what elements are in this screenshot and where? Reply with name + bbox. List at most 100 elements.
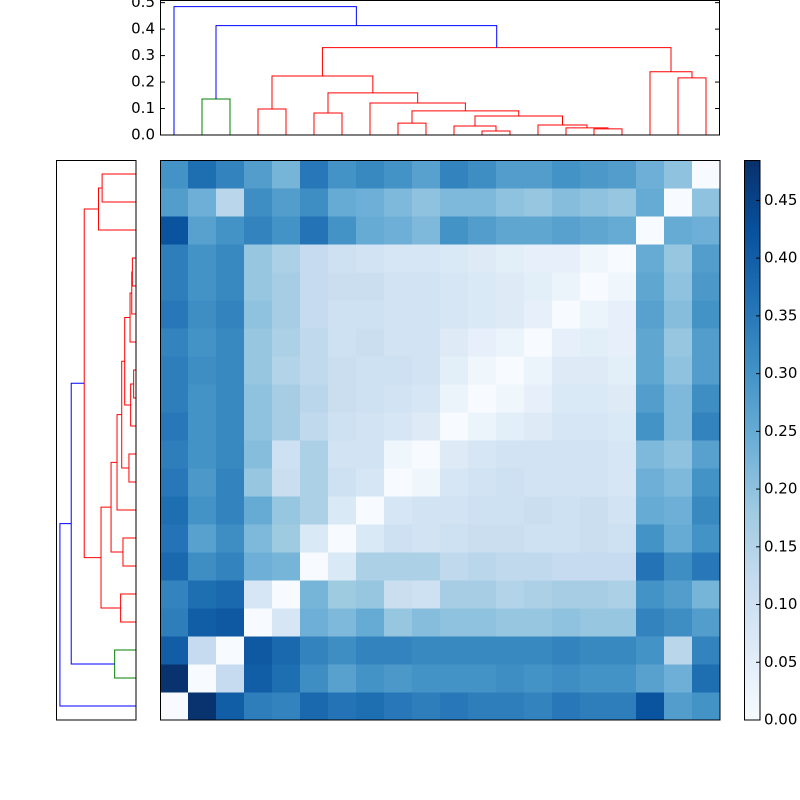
heatmap-cell [608,664,637,693]
colorbar [744,160,761,721]
heatmap-cell [188,496,217,525]
heatmap-cell [244,440,273,469]
heatmap-cell [300,272,329,301]
heatmap-cell [692,440,721,469]
heatmap-cell [664,412,693,441]
heatmap-cell [244,524,273,553]
heatmap-cell [692,608,721,637]
heatmap-cell [524,384,553,413]
heatmap-cell [188,356,217,385]
heatmap-cell [384,468,413,497]
left-dendrogram-link [114,649,136,679]
heatmap-cell [664,664,693,693]
heatmap-cell [608,356,637,385]
heatmap-cell [496,524,525,553]
y-tick-label: 0.4 [131,20,155,38]
heatmap-cell [692,692,721,721]
heatmap-cell [580,440,609,469]
heatmap-cell [244,356,273,385]
heatmap-cell [468,272,497,301]
heatmap-cell [496,468,525,497]
heatmap-cell [524,188,553,217]
heatmap-cell [524,468,553,497]
colorbar-tick-label: 0.00 [764,711,797,729]
heatmap-cell [384,384,413,413]
plot-layer [59,6,721,721]
heatmap-cell [384,412,413,441]
heatmap-cell [636,356,665,385]
heatmap-cell [384,608,413,637]
heatmap-cell [692,272,721,301]
y-tick-label: 0.5 [131,0,155,11]
heatmap-cell [300,216,329,245]
heatmap-cell [440,328,469,357]
heatmap-cell [496,580,525,609]
heatmap-cell [244,188,273,217]
heatmap-cell [300,188,329,217]
heatmap-cell [636,552,665,581]
heatmap-cell [412,496,441,525]
heatmap-cell [440,272,469,301]
heatmap-cell [552,188,581,217]
heatmap-cell [188,412,217,441]
heatmap-cell [384,664,413,693]
heatmap-cell [552,608,581,637]
heatmap-cell [300,692,329,721]
heatmap-cell [440,412,469,441]
heatmap-cell [188,440,217,469]
heatmap-cell [608,216,637,245]
heatmap-cell [496,188,525,217]
heatmap-cell [580,524,609,553]
heatmap-cell [440,608,469,637]
heatmap-cell [300,328,329,357]
heatmap-cell [692,356,721,385]
heatmap-cell [412,524,441,553]
heatmap-cell [664,468,693,497]
heatmap-cell [160,664,189,693]
top-dendrogram-link [201,98,231,135]
heatmap-cell [272,356,301,385]
heatmap-cell [216,496,245,525]
heatmap-cell [412,272,441,301]
heatmap-cell [300,300,329,329]
heatmap-cell [636,272,665,301]
heatmap-cell [384,328,413,357]
top-dendrogram-link [173,6,357,135]
colorbar-tick-label: 0.20 [764,480,797,498]
heatmap-cell [328,636,357,665]
heatmap-cell [636,328,665,357]
colorbar-tick-label: 0.45 [764,191,797,209]
left-dendrogram-link [83,208,102,559]
heatmap-cell [580,244,609,273]
heatmap-cell [356,356,385,385]
heatmap-cell [160,440,189,469]
heatmap-cell [188,468,217,497]
heatmap-cell [636,300,665,329]
heatmap-cell [356,496,385,525]
heatmap-cell [468,580,497,609]
heatmap-cell [216,692,245,721]
heatmap-cell [188,608,217,637]
top-dendrogram-link [215,25,498,99]
heatmap-cell [692,244,721,273]
heatmap-cell [608,384,637,413]
heatmap-cell [636,244,665,273]
heatmap-cell [552,328,581,357]
heatmap-cell [468,552,497,581]
heatmap-cell [496,356,525,385]
heatmap-cell [636,580,665,609]
heatmap-cell [468,440,497,469]
heatmap-cell [692,412,721,441]
heatmap-cell [468,328,497,357]
heatmap-cell [524,328,553,357]
heatmap-cell [636,692,665,721]
heatmap-cell [356,244,385,273]
colorbar-tick-label: 0.35 [764,306,797,324]
heatmap-cell [272,216,301,245]
heatmap-cell [636,636,665,665]
heatmap-cell [608,272,637,301]
heatmap-cell [356,552,385,581]
heatmap-cell [580,412,609,441]
left-dendrogram-link [101,173,136,203]
